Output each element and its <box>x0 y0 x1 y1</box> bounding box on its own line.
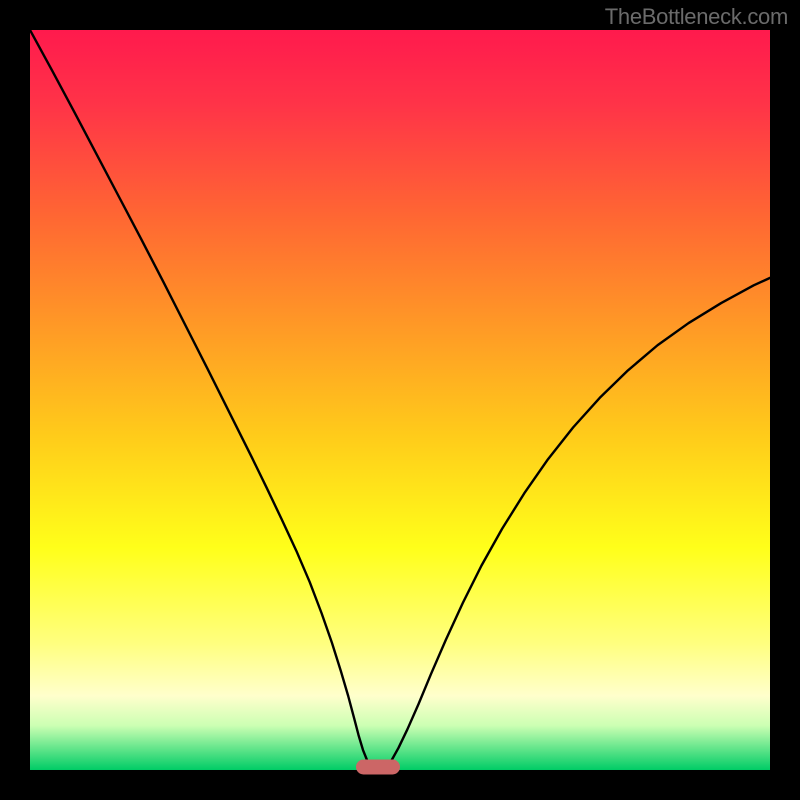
chart-plot-area <box>30 30 770 770</box>
chart-svg <box>30 30 770 770</box>
chart-background <box>30 30 770 770</box>
chart-marker <box>356 760 400 775</box>
watermark-text: TheBottleneck.com <box>605 4 788 30</box>
